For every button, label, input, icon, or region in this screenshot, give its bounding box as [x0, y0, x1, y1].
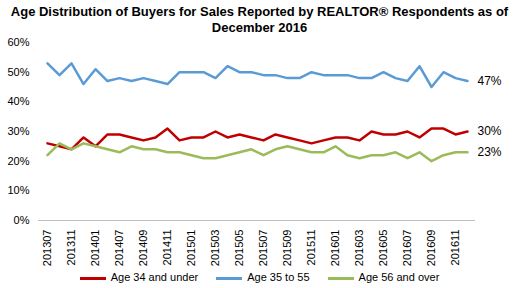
svg-text:0%: 0%: [14, 214, 30, 226]
html-text:Age 35 to 55: Age 35 to 55: [247, 271, 310, 283]
svg-text:201507: 201507: [257, 230, 269, 267]
svg-text:201409: 201409: [137, 230, 149, 267]
svg-text:201411: 201411: [161, 230, 173, 266]
svg-text:201609: 201609: [425, 230, 437, 267]
svg-text:50%: 50%: [7, 66, 29, 78]
svg-text:201501: 201501: [185, 230, 197, 267]
svg-text:23%: 23%: [478, 145, 502, 159]
html-text:Age 56 and over: Age 56 and over: [358, 271, 440, 283]
svg-text:201407: 201407: [113, 230, 125, 267]
svg-text:201307: 201307: [41, 230, 53, 267]
html-text:Age Distribution of Buyers for: Age Distribution of Buyers for Sales Rep…: [10, 4, 509, 35]
svg-text:201311: 201311: [65, 230, 77, 266]
svg-text:60%: 60%: [7, 36, 29, 48]
svg-text:201401: 201401: [89, 230, 101, 267]
svg-text:201607: 201607: [401, 230, 413, 267]
svg-text:201603: 201603: [353, 230, 365, 267]
svg-text:201605: 201605: [377, 230, 389, 267]
svg-text:201505: 201505: [233, 230, 245, 267]
svg-text:201511: 201511: [305, 230, 317, 266]
svg-text:47%: 47%: [478, 74, 502, 88]
svg-text:30%: 30%: [478, 124, 502, 138]
svg-text:40%: 40%: [7, 95, 29, 107]
svg-text:20%: 20%: [7, 155, 29, 167]
html-text:Age 34 and under: Age 34 and under: [110, 271, 199, 283]
svg-text:201611: 201611: [449, 230, 461, 266]
svg-text:201509: 201509: [281, 230, 293, 267]
svg-text:30%: 30%: [7, 125, 29, 137]
svg-text:10%: 10%: [7, 184, 29, 196]
svg-text:201601: 201601: [329, 230, 341, 267]
svg-text:201503: 201503: [209, 230, 221, 267]
